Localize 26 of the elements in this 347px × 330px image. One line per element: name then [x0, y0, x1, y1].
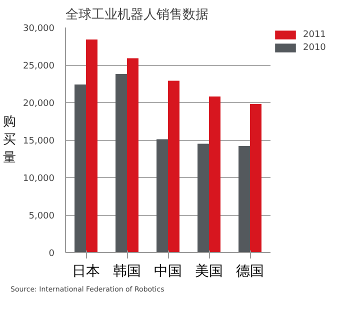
- bar: [74, 84, 86, 252]
- bar: [127, 58, 138, 252]
- x-tick-label: 美国: [195, 264, 223, 280]
- bar: [116, 74, 127, 252]
- y-tick-label: 25,000: [23, 62, 55, 72]
- bar: [209, 96, 220, 252]
- y-tick-label: 0: [48, 249, 55, 259]
- y-axis-title: 购买量: [3, 114, 16, 166]
- x-tick-label: 中国: [154, 264, 182, 280]
- bar: [198, 144, 209, 252]
- y-tick-label: 10,000: [23, 174, 55, 184]
- bar: [238, 146, 250, 252]
- x-tick-label: 日本: [72, 264, 100, 280]
- y-tick-label: 30,000: [23, 24, 55, 34]
- legend-label: 2011: [303, 30, 326, 40]
- legend-label: 2010: [303, 42, 326, 52]
- chart-title: 全球工业机器人销售数据: [66, 8, 208, 22]
- bar: [86, 40, 98, 252]
- x-tick-label: 德国: [236, 264, 264, 280]
- x-tick-label: 韩国: [113, 264, 141, 280]
- y-tick-label: 15,000: [23, 136, 55, 146]
- bar: [250, 104, 262, 252]
- y-tick-label: 5,000: [28, 212, 55, 222]
- y-tick-label: 20,000: [23, 99, 55, 109]
- bar: [168, 80, 180, 252]
- bar: [156, 139, 168, 252]
